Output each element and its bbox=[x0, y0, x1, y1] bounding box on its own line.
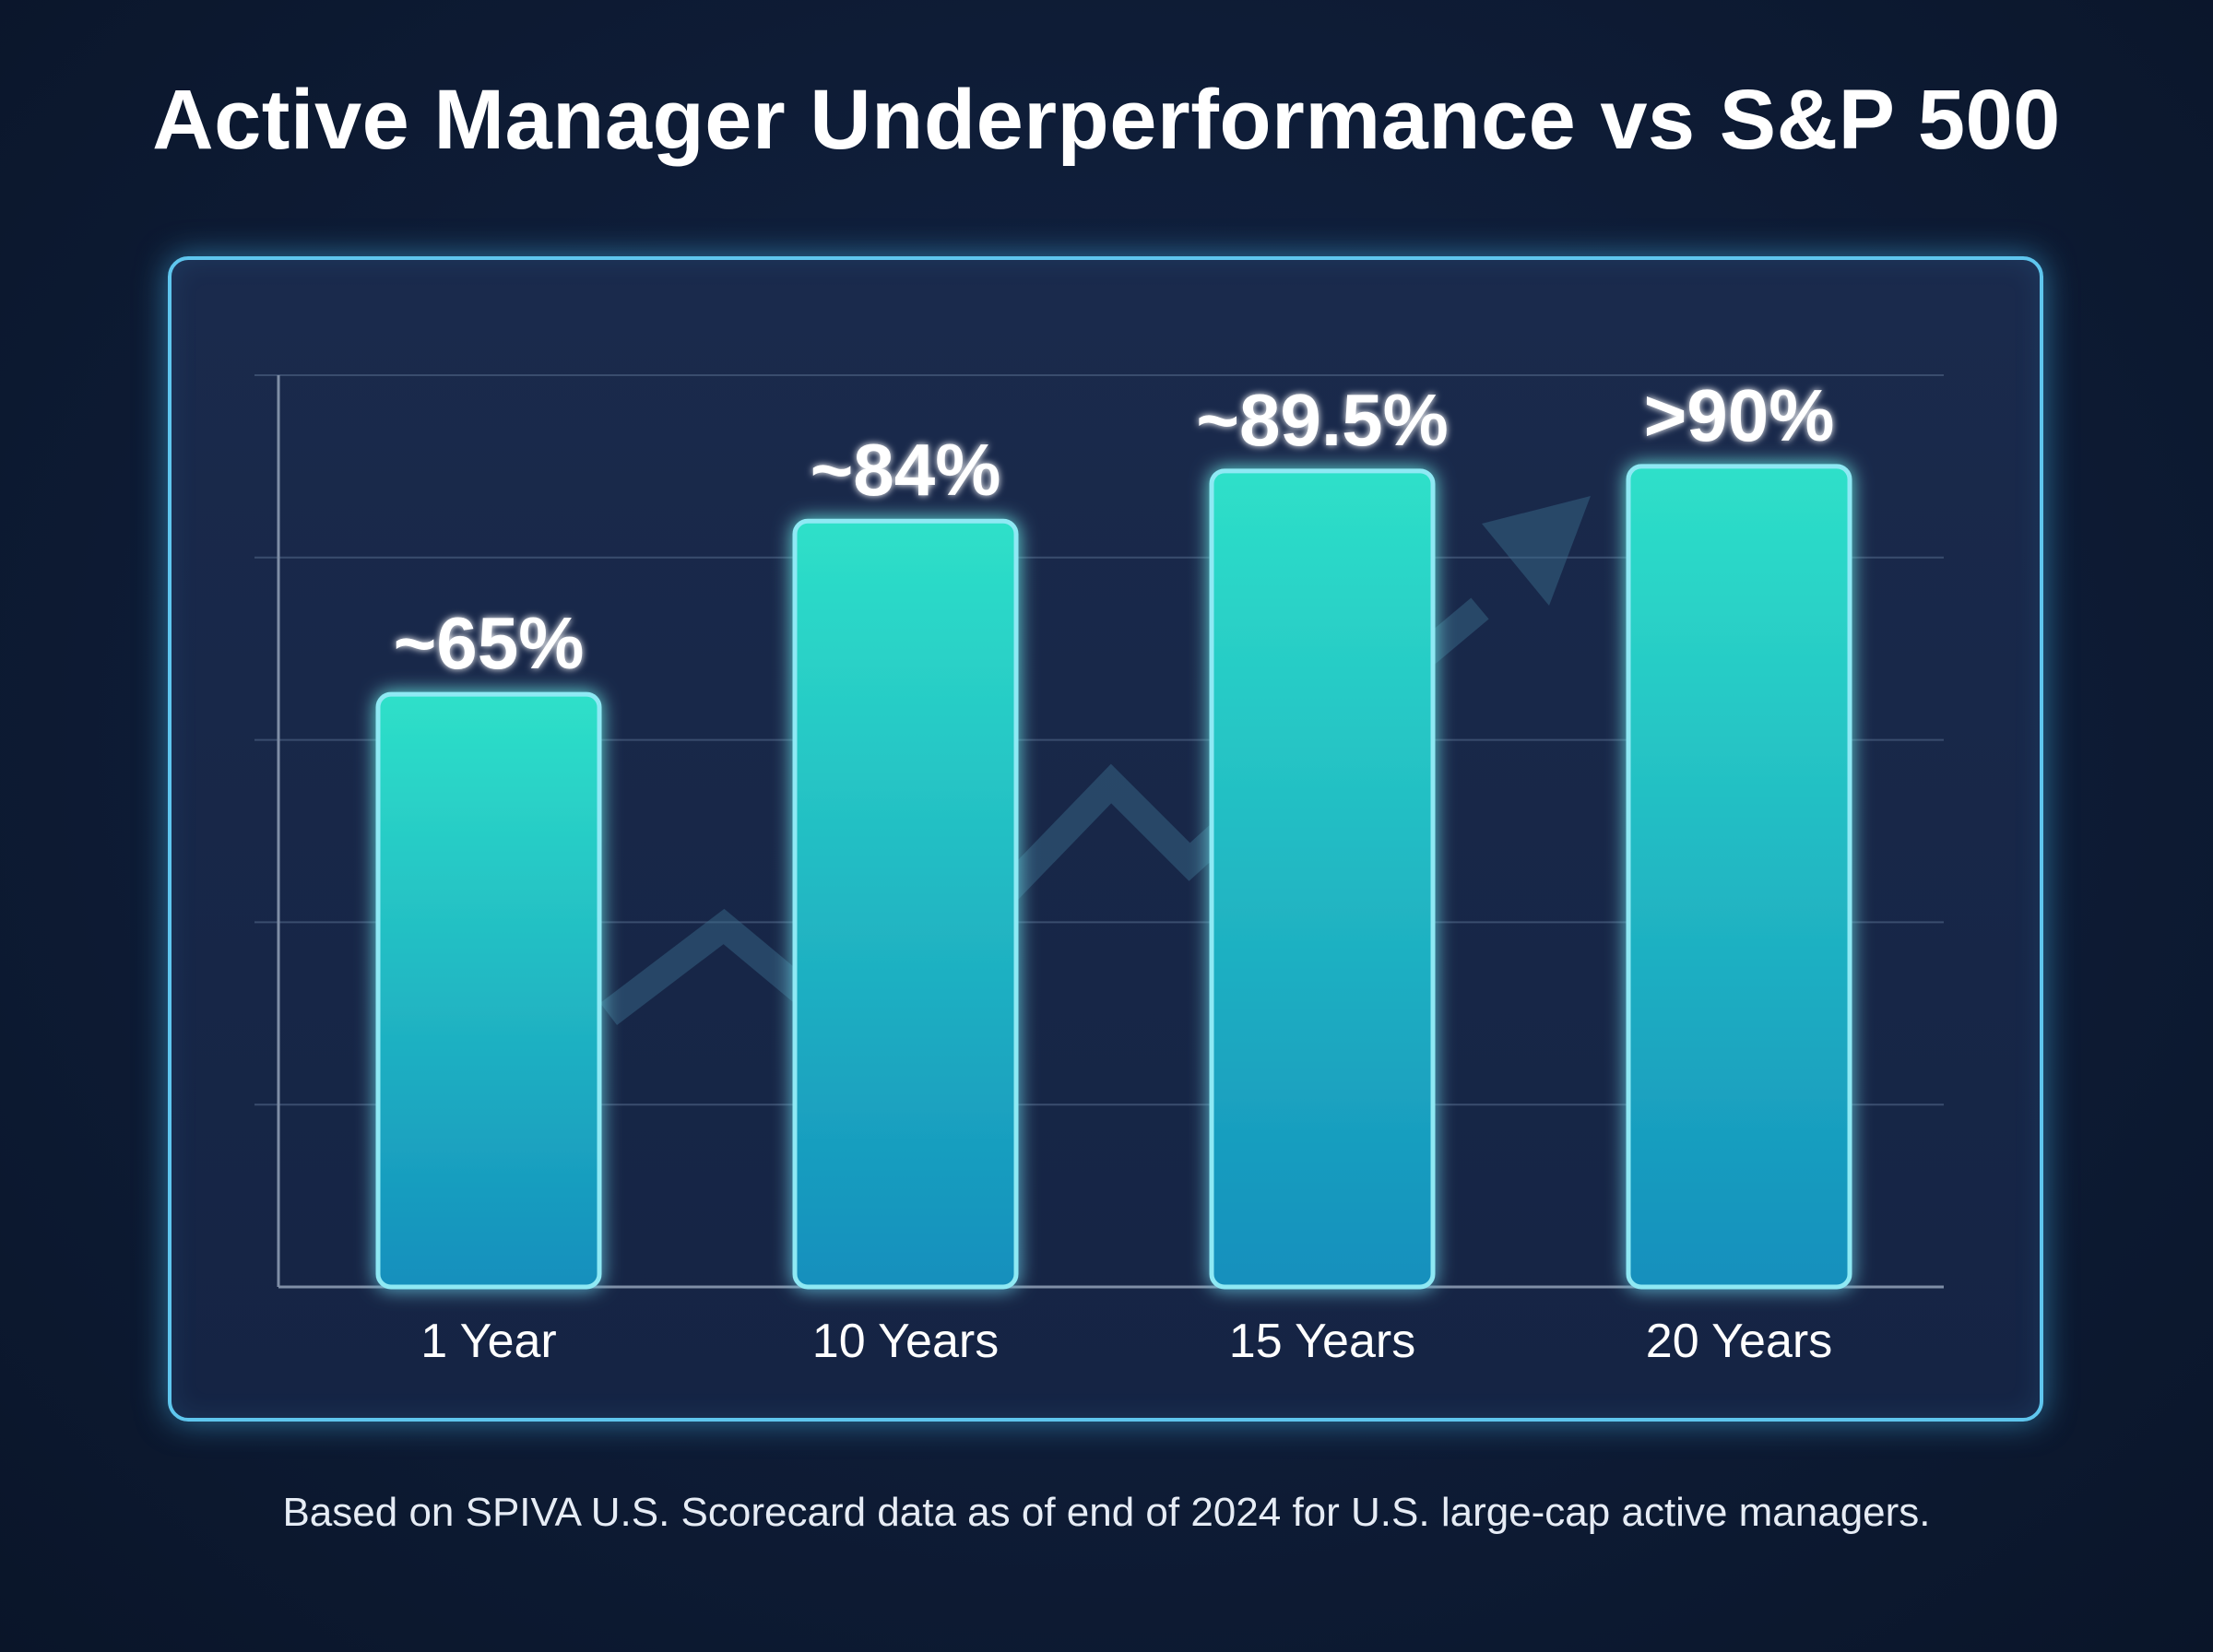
bar-1-year bbox=[375, 691, 602, 1290]
data-label: ~84% bbox=[811, 429, 1001, 511]
x-tick-label: 15 Years bbox=[1229, 1315, 1415, 1368]
x-tick-label: 1 Year bbox=[420, 1315, 557, 1368]
source-footnote: Based on SPIVA U.S. Scorecard data as of… bbox=[282, 1490, 1931, 1535]
chart-title: Active Manager Underperformance vs S&P 5… bbox=[152, 73, 2061, 167]
data-label: >90% bbox=[1644, 374, 1835, 456]
bar-10-years bbox=[792, 518, 1019, 1290]
trend-arrow-decoration bbox=[599, 496, 1591, 1061]
bar-15-years bbox=[1209, 468, 1436, 1290]
x-tick-label: 20 Years bbox=[1646, 1315, 1832, 1368]
x-tick-label: 10 Years bbox=[812, 1315, 999, 1368]
data-label: ~89.5% bbox=[1196, 379, 1449, 461]
data-label: ~65% bbox=[394, 602, 585, 684]
bar-20-years bbox=[1626, 464, 1852, 1290]
